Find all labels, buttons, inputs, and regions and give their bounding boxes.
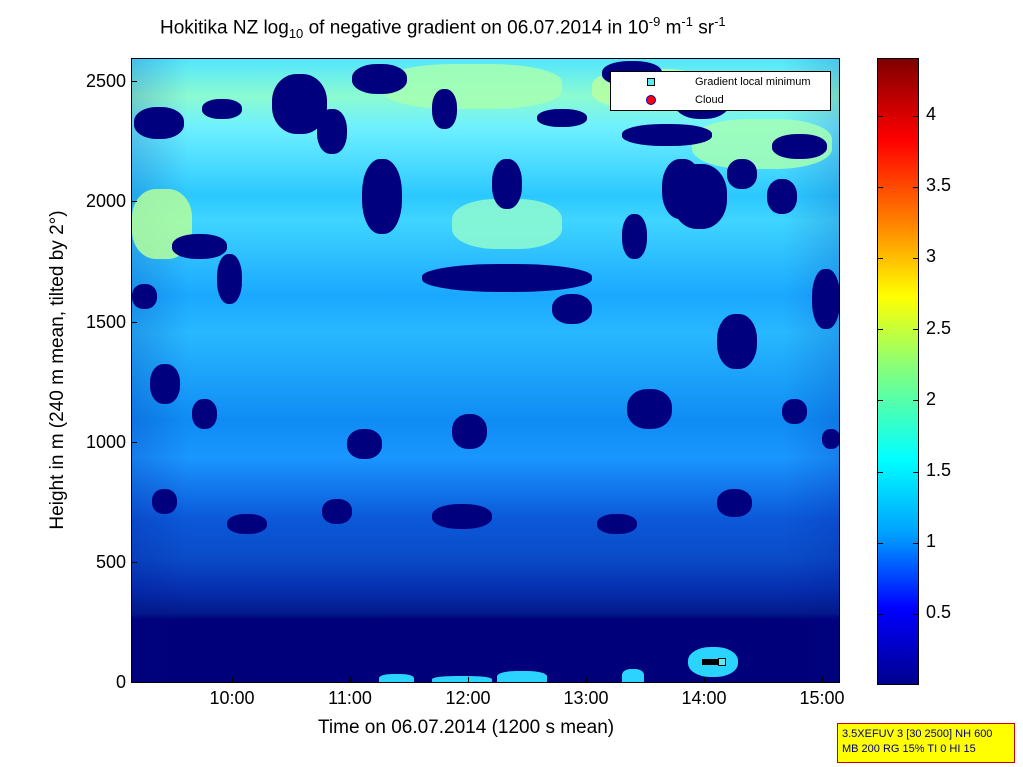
y-tick-1000 <box>131 442 137 443</box>
gradient-local-minimum-marker <box>718 658 726 666</box>
x-tick-1500 <box>822 677 823 683</box>
legend-item-cloud: Cloud <box>611 93 830 109</box>
x-tick-label: 15:00 <box>799 688 845 708</box>
colorbar-tick-label: 1 <box>926 531 937 551</box>
y-tick-label: 500 <box>95 552 126 572</box>
x-tick-label: 12:00 <box>445 688 491 708</box>
colorbar-tick-label: 1.5 <box>926 460 952 480</box>
x-tick-1400 <box>704 677 705 683</box>
x-tick-label: 13:00 <box>563 688 609 708</box>
gradient-local-minimum-line <box>702 659 720 665</box>
y-tick-0 <box>131 682 137 683</box>
x-tick-label: 14:00 <box>681 688 727 708</box>
x-tick-1200 <box>468 677 469 683</box>
y-tick-500 <box>131 562 137 563</box>
x-tick-1100 <box>350 677 351 683</box>
x-tick-label: 11:00 <box>328 688 372 708</box>
y-tick-label: 1500 <box>85 312 126 332</box>
colorbar-tick-label: 3.5 <box>926 175 952 195</box>
info-line-2: MB 200 RG 15% TI 0 HI 15 <box>842 743 976 755</box>
x-tick-1300 <box>586 677 587 683</box>
circle-marker-icon <box>646 95 656 105</box>
y-tick-label: 2500 <box>85 71 126 91</box>
chart-legend: Gradient local minimum Cloud <box>610 71 831 111</box>
y-tick-label: 1000 <box>85 432 126 452</box>
y-tick-2000 <box>131 201 137 202</box>
colorbar <box>877 58 919 685</box>
x-axis-label: Time on 06.07.2014 (1200 s mean) <box>318 717 615 738</box>
legend-item-gradient-minimum: Gradient local minimum <box>611 75 830 91</box>
colorbar-tick-label: 2.5 <box>926 318 952 338</box>
settings-info-box: 3.5XEFUV 3 [30 2500] NH 600 MB 200 RG 15… <box>837 723 1015 763</box>
y-tick-label: 0 <box>115 672 126 692</box>
colorbar-tick-label: 3 <box>926 246 937 266</box>
heatmap-plot-area <box>131 58 840 683</box>
info-line-1: 3.5XEFUV 3 [30 2500] NH 600 <box>842 728 993 740</box>
x-tick-1000 <box>232 677 233 683</box>
y-tick-1500 <box>131 322 137 323</box>
y-tick-2500 <box>131 81 137 82</box>
y-tick-label: 2000 <box>85 191 126 211</box>
chart-title: Hokitika NZ log10 of negative gradient o… <box>160 14 726 42</box>
square-marker-icon <box>647 78 655 86</box>
x-tick-label: 10:00 <box>209 688 255 708</box>
colorbar-tick-label: 4 <box>926 104 937 124</box>
colorbar-tick-label: 2 <box>926 389 937 409</box>
colorbar-tick-label: 0.5 <box>926 602 952 622</box>
